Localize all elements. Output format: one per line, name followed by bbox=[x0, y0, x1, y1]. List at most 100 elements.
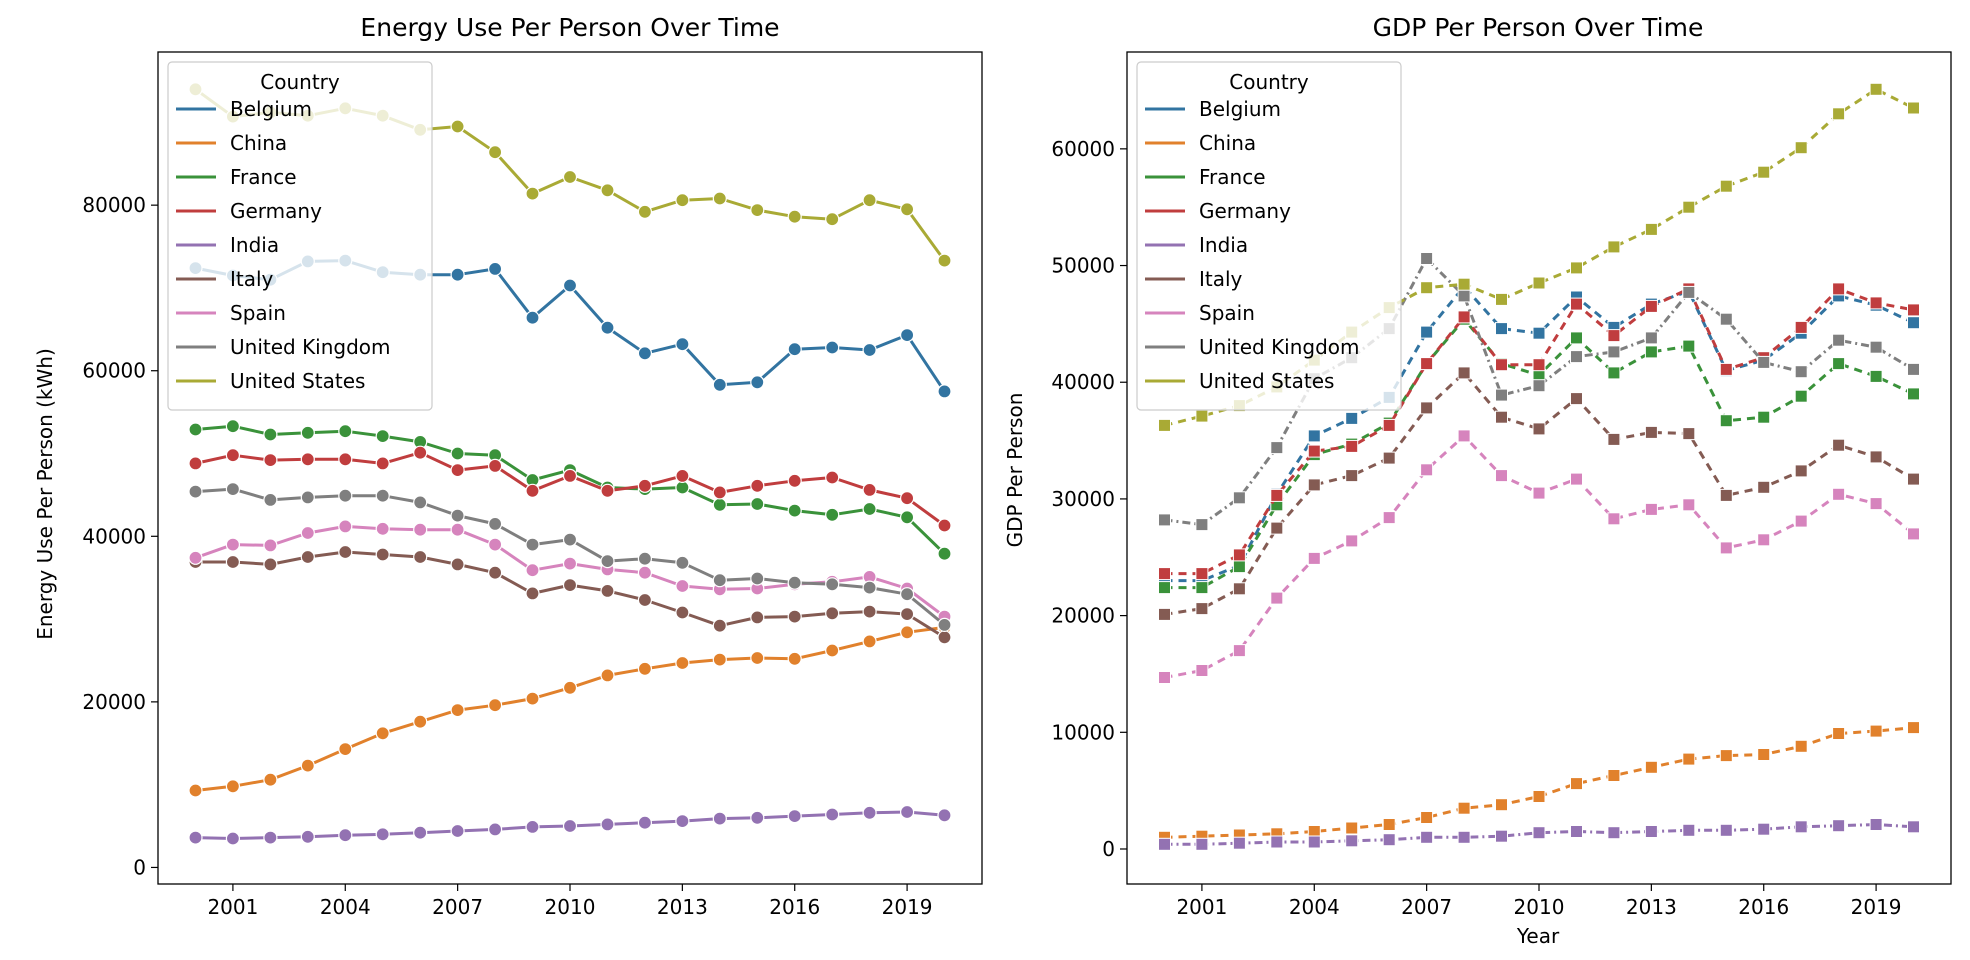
data-point bbox=[1570, 392, 1583, 406]
data-point bbox=[1794, 820, 1808, 834]
data-point bbox=[225, 448, 240, 463]
data-point bbox=[600, 320, 615, 335]
legend-item-france[interactable]: France bbox=[176, 165, 297, 189]
data-point bbox=[450, 446, 465, 461]
energy-legend[interactable]: Country Belgium China France Germany India Ita… bbox=[167, 61, 433, 411]
legend-label: Belgium bbox=[1199, 97, 1281, 121]
data-point bbox=[1570, 297, 1583, 311]
legend-item-spain[interactable]: Spain bbox=[1145, 301, 1255, 325]
data-point bbox=[488, 145, 503, 160]
data-point bbox=[1345, 439, 1359, 453]
data-point bbox=[787, 473, 802, 488]
data-point bbox=[825, 340, 840, 355]
y-tick-label: 20000 bbox=[1051, 604, 1115, 628]
data-point bbox=[1345, 821, 1359, 835]
data-point bbox=[675, 813, 690, 829]
x-tick-label: 2016 bbox=[1738, 895, 1789, 919]
legend-item-united-states[interactable]: United States bbox=[176, 369, 365, 393]
data-point bbox=[525, 537, 540, 552]
data-point bbox=[937, 808, 952, 823]
data-point bbox=[937, 518, 952, 533]
data-point bbox=[787, 808, 802, 824]
data-point bbox=[1794, 320, 1808, 334]
legend-item-belgium[interactable]: Belgium bbox=[176, 97, 312, 121]
data-point bbox=[600, 183, 615, 198]
legend-item-germany[interactable]: Germany bbox=[1145, 199, 1291, 223]
data-point bbox=[1532, 276, 1546, 290]
y-tick-label: 60000 bbox=[82, 359, 146, 383]
data-point bbox=[562, 169, 578, 185]
data-point bbox=[1757, 533, 1771, 547]
legend-item-united-states[interactable]: United States bbox=[1145, 369, 1334, 393]
data-point bbox=[750, 650, 765, 666]
data-point bbox=[1644, 299, 1658, 313]
data-point bbox=[1719, 823, 1733, 837]
data-point bbox=[1232, 582, 1246, 596]
data-point bbox=[1757, 480, 1771, 494]
data-point bbox=[637, 592, 653, 608]
legend-item-spain[interactable]: Spain bbox=[176, 301, 286, 325]
legend-label: China bbox=[1199, 131, 1256, 155]
data-point bbox=[300, 758, 315, 773]
data-point bbox=[1682, 200, 1696, 214]
data-point bbox=[600, 553, 615, 569]
legend-item-united-kingdom[interactable]: United Kingdom bbox=[1145, 335, 1360, 359]
legend-label: Belgium bbox=[230, 97, 312, 121]
data-point bbox=[1907, 820, 1920, 834]
data-point bbox=[562, 532, 578, 547]
data-point bbox=[338, 519, 353, 534]
data-point bbox=[1757, 748, 1771, 761]
data-point bbox=[450, 508, 465, 523]
data-point bbox=[188, 456, 203, 471]
data-point bbox=[1907, 472, 1920, 486]
data-point bbox=[1570, 331, 1583, 345]
data-point bbox=[1607, 240, 1621, 254]
legend-item-china[interactable]: China bbox=[176, 131, 287, 155]
data-point bbox=[1719, 541, 1733, 555]
x-tick-label: 2016 bbox=[769, 895, 820, 919]
legend-item-india[interactable]: India bbox=[176, 233, 279, 257]
energy-chart-panel: Energy Use Per Person Over Time Energy U… bbox=[33, 13, 983, 919]
data-point bbox=[675, 193, 690, 208]
data-point bbox=[1495, 358, 1508, 372]
legend-item-italy[interactable]: Italy bbox=[176, 267, 274, 291]
data-point bbox=[1532, 486, 1546, 500]
energy-axes: 2001 2004 2007 2010 2013 2016 2019 0 20000 40000 6… bbox=[82, 51, 983, 919]
series-line bbox=[1164, 371, 1915, 616]
data-point bbox=[750, 478, 765, 493]
data-point bbox=[1607, 769, 1621, 782]
legend-item-united-kingdom[interactable]: United Kingdom bbox=[176, 335, 391, 359]
data-point bbox=[1382, 451, 1396, 465]
energy-legend-box bbox=[167, 61, 433, 411]
data-point bbox=[375, 488, 390, 503]
data-point bbox=[1907, 316, 1920, 330]
data-point bbox=[1719, 488, 1733, 502]
data-point bbox=[1532, 326, 1546, 340]
data-point bbox=[937, 617, 952, 633]
legend-item-india[interactable]: India bbox=[1145, 233, 1248, 257]
data-point bbox=[1907, 721, 1920, 735]
legend-item-france[interactable]: France bbox=[1145, 165, 1266, 189]
gdp-chart-title: GDP Per Person Over Time bbox=[1373, 13, 1704, 42]
data-point bbox=[1495, 322, 1508, 336]
legend-item-china[interactable]: China bbox=[1145, 131, 1256, 155]
data-point bbox=[1832, 357, 1846, 371]
data-point bbox=[1495, 410, 1508, 424]
data-point bbox=[1158, 671, 1171, 684]
data-point bbox=[525, 819, 540, 835]
data-point bbox=[1420, 463, 1434, 477]
data-point bbox=[675, 337, 690, 352]
data-point bbox=[675, 468, 690, 483]
data-point bbox=[413, 549, 428, 565]
legend-item-italy[interactable]: Italy bbox=[1145, 267, 1243, 291]
legend-item-belgium[interactable]: Belgium bbox=[1145, 97, 1281, 121]
data-point bbox=[562, 818, 578, 834]
x-tick-label: 2004 bbox=[320, 895, 371, 919]
energy-series-germany bbox=[188, 445, 952, 533]
data-point bbox=[1719, 179, 1733, 193]
data-point bbox=[1158, 837, 1171, 851]
legend-label: Italy bbox=[1199, 267, 1243, 291]
legend-item-germany[interactable]: Germany bbox=[176, 199, 322, 223]
gdp-legend[interactable]: Country Belgium China France Germany India Ita… bbox=[1136, 61, 1402, 411]
data-point bbox=[1794, 739, 1808, 753]
